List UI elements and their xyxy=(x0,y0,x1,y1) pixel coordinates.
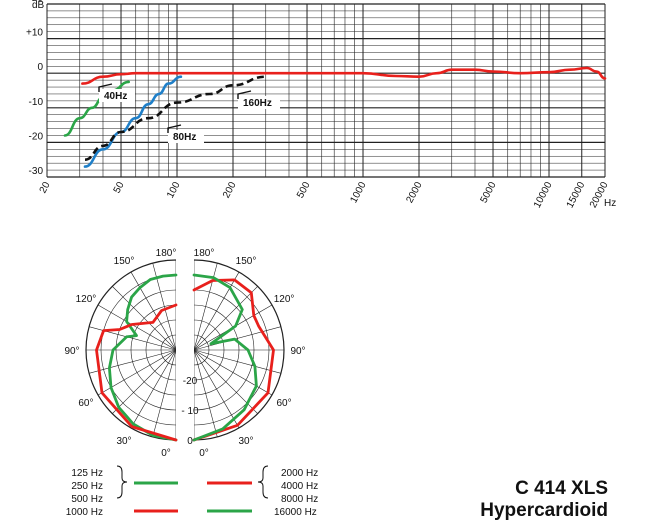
polar-spoke xyxy=(194,326,282,351)
legend-brace xyxy=(116,465,128,499)
x-tick-label: 100 xyxy=(165,180,183,200)
angle-label: 30° xyxy=(238,436,253,447)
y-axis-title: dB xyxy=(32,0,45,11)
x-unit-label: Hz xyxy=(604,198,616,209)
polar-spoke xyxy=(88,349,176,374)
legend-label: 1000 Hz xyxy=(66,507,103,518)
x-tick-label: 50 xyxy=(112,180,127,195)
angle-label: 180° xyxy=(156,248,177,259)
legend-label: 16000 Hz xyxy=(274,507,317,518)
angle-label: 150° xyxy=(236,256,257,267)
polar-spoke xyxy=(194,349,240,429)
legend-label: 500 Hz xyxy=(71,494,103,505)
polar-pattern-line xyxy=(192,278,275,442)
callout-label: 160Hz xyxy=(243,98,272,109)
radial-label: - 10 xyxy=(181,406,199,417)
polar-spoke xyxy=(97,304,176,351)
y-tick-label: -30 xyxy=(29,166,44,177)
callout-box xyxy=(99,89,135,102)
legend-label: 4000 Hz xyxy=(281,481,318,492)
polar-grid-left xyxy=(85,259,176,441)
callout-box xyxy=(238,96,280,109)
y-tick-label: -10 xyxy=(29,97,44,108)
polar-spoke xyxy=(194,349,273,396)
polar-spoke xyxy=(112,286,176,351)
x-tick-label: 500 xyxy=(295,180,313,200)
angle-label: 60° xyxy=(78,398,93,409)
angle-label: 30° xyxy=(116,436,131,447)
callout-box xyxy=(168,130,204,143)
frequency-response-chart: +20 +10 0 -10 -20 -30 dB 20 50 100 200 500 1000 2000 5… xyxy=(26,0,616,210)
x-tick-label: 10000 xyxy=(532,180,555,210)
radial-label: -20 xyxy=(183,376,198,387)
polar-pattern-line xyxy=(108,273,178,442)
angle-label: 150° xyxy=(114,256,135,267)
polar-pattern-name: Hypercardioid xyxy=(480,500,608,521)
polar-pattern-line xyxy=(192,273,258,442)
x-tick-label: 200 xyxy=(221,180,239,200)
radial-label: 0 xyxy=(187,436,193,447)
polar-spoke xyxy=(194,271,240,351)
x-tick-label: 1000 xyxy=(348,180,368,205)
polar-spoke xyxy=(194,286,258,351)
polar-spoke xyxy=(194,349,218,438)
polar-pattern-chart: 180° 150° 120° 90° 60° 30° 0° 180° 150° 120° 90° 60… xyxy=(64,248,305,459)
y-tick-label: -20 xyxy=(29,131,44,142)
angle-label: 60° xyxy=(277,398,292,409)
x-tick-label: 20 xyxy=(38,180,53,195)
y-tick-label: 0 xyxy=(37,62,43,73)
polar-legend: 125 Hz 250 Hz 500 Hz 1000 Hz 2000 Hz 4000 Hz 8… xyxy=(66,465,318,518)
model-caption: C 414 XLS Hypercardioid xyxy=(480,478,608,522)
legend-label: 250 Hz xyxy=(71,481,103,492)
callout-bracket xyxy=(167,124,182,133)
legend-brace xyxy=(257,465,269,499)
x-tick-label: 5000 xyxy=(479,180,499,205)
x-tick-label: 2000 xyxy=(404,180,424,205)
response-line xyxy=(84,75,266,161)
x-tick-label: 15000 xyxy=(565,180,588,210)
model-name: C 414 XLS xyxy=(515,478,608,499)
callout-label: 80Hz xyxy=(173,132,196,143)
legend-label: 8000 Hz xyxy=(281,494,318,505)
callout-label: 40Hz xyxy=(104,91,127,102)
legend-label: 2000 Hz xyxy=(281,468,318,479)
polar-spoke xyxy=(152,349,176,438)
polar-spoke xyxy=(194,349,282,374)
angle-label: 180° xyxy=(194,248,215,259)
y-tick-label: +10 xyxy=(26,28,43,39)
callout-bracket xyxy=(98,83,113,92)
response-line xyxy=(81,66,607,85)
callout-bracket xyxy=(237,90,252,99)
angle-label: 120° xyxy=(76,294,97,305)
polar-spoke xyxy=(130,271,176,351)
legend-label: 125 Hz xyxy=(71,468,103,479)
y-tick-label: +20 xyxy=(26,0,43,4)
polar-pattern-line xyxy=(95,303,178,442)
angle-label: 90° xyxy=(64,346,79,357)
angle-label: 90° xyxy=(290,346,305,357)
angle-label: 0° xyxy=(199,448,209,459)
angle-label: 0° xyxy=(161,448,171,459)
response-line xyxy=(83,75,183,168)
polar-spoke xyxy=(112,349,176,414)
angle-label: 120° xyxy=(274,294,295,305)
polar-spoke xyxy=(130,349,176,429)
